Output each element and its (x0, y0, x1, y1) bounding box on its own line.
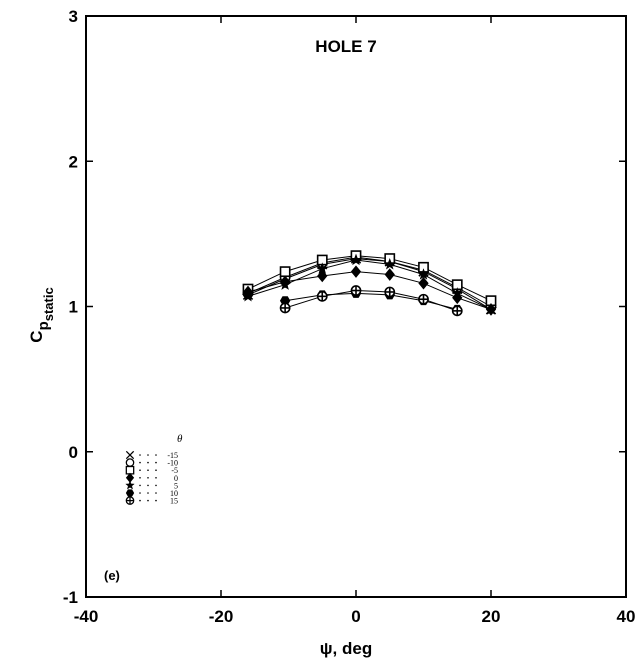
data-point (318, 292, 327, 301)
data-point (352, 266, 361, 277)
legend-marker-4 (126, 481, 134, 489)
y-tick-labels: -1 0 1 2 3 (63, 7, 78, 607)
x-tick-labels: -40 -20 0 20 40 (74, 607, 636, 626)
legend-dot (139, 477, 141, 479)
legend-title: θ (177, 433, 183, 445)
x-tick-label: 0 (351, 607, 360, 626)
data-point (385, 287, 394, 296)
legend-dot (147, 454, 149, 456)
legend-dot (147, 469, 149, 471)
y-axis-title: Cpstatic (27, 287, 56, 342)
data-point (419, 295, 428, 304)
legend-dot (155, 462, 157, 464)
legend-dot (139, 454, 141, 456)
legend-dot (155, 469, 157, 471)
data-point (281, 303, 290, 312)
legend-dot (139, 485, 141, 487)
legend-marker-1 (126, 459, 133, 466)
legend-dot (147, 462, 149, 464)
data-point (385, 269, 394, 280)
series-line-5 (285, 293, 457, 309)
y-axis-title-main: C (27, 330, 46, 342)
y-axis-title-subsub: static (41, 287, 56, 321)
y-tick-label: 0 (69, 443, 78, 462)
legend-dot (155, 454, 157, 456)
series-markers (243, 251, 496, 315)
y-tick-label: 2 (69, 152, 78, 171)
legend-marker-0 (126, 451, 133, 458)
legend-dot (155, 477, 157, 479)
legend-dot (155, 500, 157, 502)
axis-ticks (86, 16, 626, 597)
data-point (351, 286, 360, 295)
legend-dot (139, 462, 141, 464)
x-tick-label: -40 (74, 607, 99, 626)
x-tick-label: 20 (482, 607, 501, 626)
data-point (453, 306, 462, 315)
legend-dot (155, 485, 157, 487)
legend-dot (155, 492, 157, 494)
y-tick-label: 3 (69, 7, 78, 26)
y-axis-title-sub: p (35, 321, 52, 330)
series-line-6 (285, 291, 457, 311)
legend-dot (139, 469, 141, 471)
chart-title: HOLE 7 (315, 37, 376, 56)
legend-marker-6 (126, 497, 133, 504)
legend-marker-5 (126, 490, 133, 496)
x-tick-label: 40 (617, 607, 636, 626)
data-point (419, 278, 428, 289)
y-tick-label: -1 (63, 588, 78, 607)
legend-label-6: 15 (170, 497, 178, 506)
data-point (281, 267, 290, 276)
legend-dot (147, 500, 149, 502)
plot-frame (86, 16, 626, 597)
x-axis-title: ψ, deg (320, 639, 372, 658)
legend-dot (139, 500, 141, 502)
legend-dot (147, 492, 149, 494)
legend-dot (147, 477, 149, 479)
y-tick-label: 1 (69, 298, 78, 317)
legend-dot (147, 485, 149, 487)
legend-dot (139, 492, 141, 494)
panel-label: (e) (104, 568, 120, 583)
x-tick-label: -20 (209, 607, 234, 626)
